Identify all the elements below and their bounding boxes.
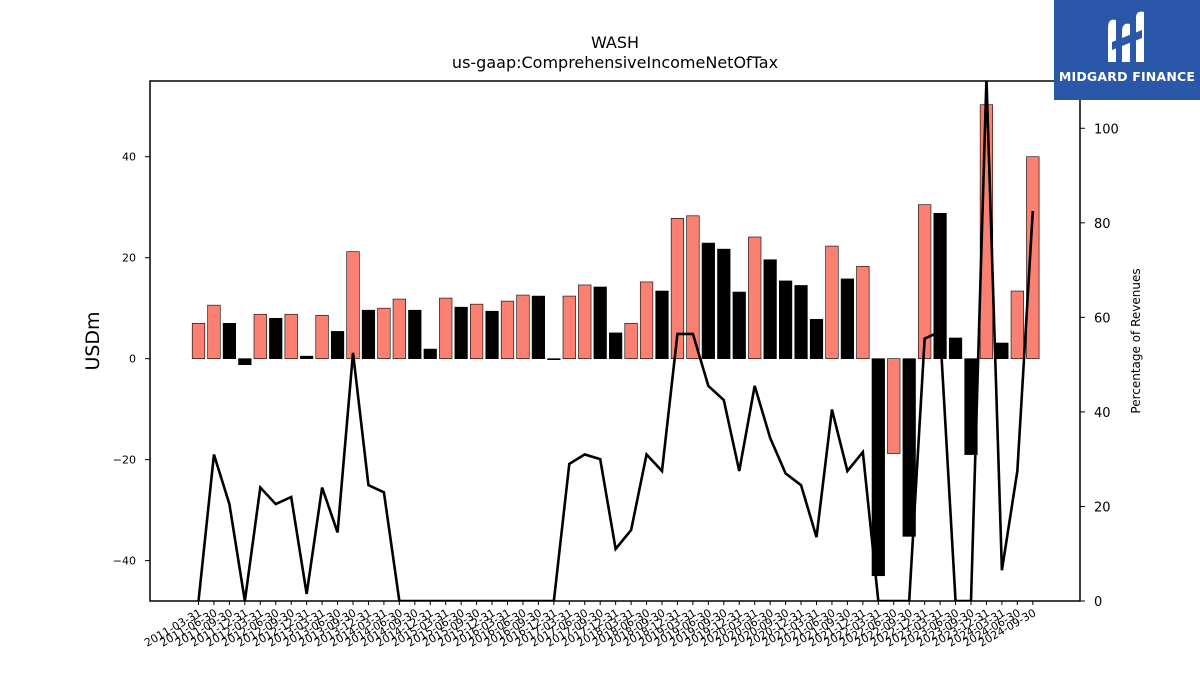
y-right-tick-label: 40 <box>1094 406 1111 421</box>
y-tick-label: 20 <box>122 252 136 265</box>
percentage-line <box>197 81 1035 601</box>
bar-2019-03-31 <box>686 215 700 359</box>
bar-2018-09-30 <box>655 290 669 359</box>
bar-2021-12-31 <box>856 265 870 359</box>
y-tick-label: −20 <box>113 454 136 467</box>
plot-frame <box>149 80 1081 602</box>
bar-2016-12-31 <box>547 358 561 360</box>
bar-2011-09-30 <box>222 323 237 359</box>
bar-2014-06-30 <box>392 298 406 359</box>
x-axis: 2011-03-312011-06-302011-09-302011-12-31… <box>142 601 1038 650</box>
bar-2020-03-31 <box>748 236 762 359</box>
bar-2011-06-30 <box>207 304 221 359</box>
bar-2019-09-30 <box>717 248 731 359</box>
bar-2024-06-30 <box>1010 290 1024 359</box>
bar-2015-09-30 <box>469 303 484 359</box>
bar-2018-12-31 <box>670 218 685 359</box>
bar-2019-12-31 <box>732 291 746 359</box>
chart-subtitle: us-gaap:ComprehensiveIncomeNetOfTax <box>452 53 778 72</box>
bar-2020-12-31 <box>794 285 808 359</box>
bar-2023-03-31 <box>933 212 947 359</box>
bar-2011-12-31 <box>238 358 252 366</box>
y-right-tick-label: 60 <box>1094 311 1111 326</box>
bar-2023-06-30 <box>948 337 963 359</box>
chart-title: WASH <box>591 33 639 52</box>
bar-2012-06-30 <box>269 317 283 359</box>
bar-2020-09-30 <box>778 280 793 359</box>
bar-2011-03-31 <box>191 323 206 359</box>
bar-2016-03-31 <box>500 300 515 359</box>
y-right-tick-label: 20 <box>1094 500 1111 515</box>
bar-2014-09-30 <box>408 309 422 359</box>
y-tick-label: 40 <box>122 151 136 164</box>
bar-2021-03-31 <box>809 318 824 359</box>
y-right-tick-label: 0 <box>1094 595 1102 610</box>
plot-area <box>191 81 1040 601</box>
y-axis-label-right: Percentage of Revenues <box>1129 268 1143 413</box>
bar-2013-06-30 <box>330 331 345 359</box>
bar-2014-12-31 <box>423 348 437 359</box>
bar-2021-09-30 <box>840 278 854 359</box>
bar-2018-06-30 <box>639 281 654 359</box>
bar-2020-06-30 <box>763 259 777 359</box>
bar-2022-06-30 <box>887 358 901 454</box>
y-axis-label-left: USDm <box>82 311 104 370</box>
bar-2016-06-30 <box>516 294 530 359</box>
bar-2012-12-31 <box>300 355 314 359</box>
bar-2013-09-30 <box>346 251 360 359</box>
bar-2021-06-30 <box>825 245 839 359</box>
y-tick-label: 0 <box>129 353 136 366</box>
bar-2022-03-31 <box>871 358 885 577</box>
bar-2017-03-31 <box>562 295 576 359</box>
bar-2013-03-31 <box>315 314 329 359</box>
bar-2017-12-31 <box>609 332 623 359</box>
midgard-logo-icon <box>1108 11 1144 63</box>
bar-2024-09-30 <box>1026 156 1040 359</box>
bar-2022-09-30 <box>902 358 916 537</box>
y-tick-label: −40 <box>113 555 136 568</box>
bar-2012-03-31 <box>253 313 267 359</box>
bar-2015-06-30 <box>454 306 468 359</box>
bar-2016-09-30 <box>531 295 545 359</box>
bar-2017-09-30 <box>593 286 607 359</box>
bar-2015-12-31 <box>485 310 499 359</box>
y-axis-right: 0 20 40 60 80 100 <box>1080 122 1119 610</box>
brand-logo: MIDGARD FINANCE <box>1054 0 1200 100</box>
bar-2017-06-30 <box>578 284 592 359</box>
y-right-tick-label: 80 <box>1094 217 1111 232</box>
brand-name: MIDGARD FINANCE <box>1058 69 1196 84</box>
bar-2014-03-31 <box>377 307 391 359</box>
bar-2018-03-31 <box>624 323 638 359</box>
bar-2015-03-31 <box>439 297 453 359</box>
y-right-tick-label: 100 <box>1094 122 1119 137</box>
bar-2013-12-31 <box>361 309 376 359</box>
bar-2019-06-30 <box>701 242 715 359</box>
bar-2012-09-30 <box>284 313 298 359</box>
bar-2024-03-31 <box>995 342 1009 359</box>
y-axis-left: −40 −20 0 20 40 <box>113 151 150 568</box>
